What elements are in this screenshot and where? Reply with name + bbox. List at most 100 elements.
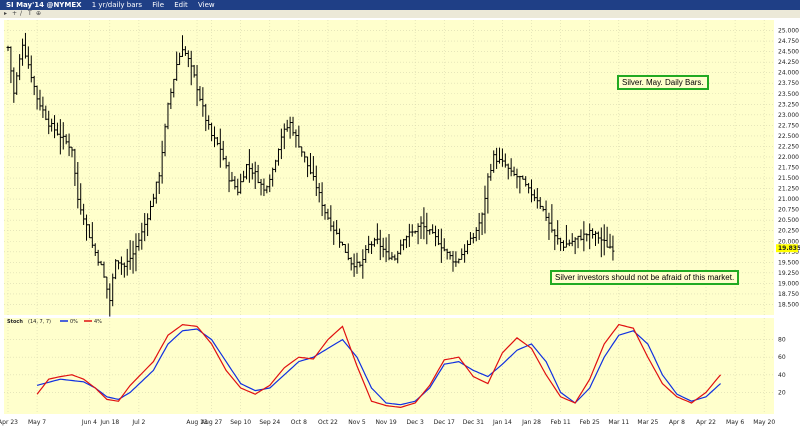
- price-bar: [125, 248, 129, 276]
- price-bar: [303, 151, 307, 163]
- price-bar: [58, 119, 62, 155]
- price-bar: [134, 233, 138, 272]
- price-tick-label: 22.250: [778, 143, 799, 150]
- price-bar: [276, 148, 280, 166]
- price-tick-label: 21.750: [778, 165, 799, 172]
- price-tick-label: 19.500: [778, 259, 799, 266]
- price-tick-label: 23.000: [778, 112, 799, 119]
- price-bar: [239, 173, 243, 194]
- x-tick-label: Oct 22: [318, 419, 338, 426]
- price-bar: [599, 227, 603, 258]
- price-bar: [163, 123, 167, 157]
- x-tick-label: Dec 3: [407, 419, 425, 426]
- x-tick-label: Mar 11: [608, 419, 629, 426]
- price-bar: [227, 161, 231, 193]
- price-bar: [538, 197, 542, 209]
- zoom-tool-icon[interactable]: ⊕: [36, 10, 42, 17]
- price-tick-label: 19.750: [778, 249, 799, 256]
- price-bar: [105, 276, 109, 299]
- price-bar: [564, 224, 568, 248]
- x-tick-label: Sep 10: [230, 419, 251, 426]
- price-bar: [306, 156, 310, 178]
- price-bar: [244, 163, 248, 180]
- price-bar: [527, 182, 531, 194]
- price-bar: [544, 200, 548, 222]
- price-bar: [515, 168, 519, 189]
- price-tick-label: 23.500: [778, 91, 799, 98]
- price-bar: [550, 204, 554, 233]
- price-bar: [250, 163, 254, 180]
- x-tick-label: Apr 23: [0, 419, 18, 426]
- x-tick-label: Jul 2: [131, 419, 145, 426]
- price-bar: [297, 125, 301, 148]
- price-bar: [608, 233, 612, 249]
- price-bar: [12, 67, 16, 103]
- price-bar: [384, 237, 388, 263]
- price-bar: [367, 235, 371, 254]
- symbol-label: SI May'14 @NYMEX: [6, 1, 82, 9]
- price-bar: [495, 147, 499, 169]
- price-bar: [282, 123, 286, 150]
- price-bar: [332, 221, 336, 245]
- price-bar: [18, 54, 22, 81]
- price-bar: [547, 212, 551, 240]
- price-bar: [73, 148, 77, 186]
- price-bar: [265, 185, 269, 194]
- price-tick-label: 19.250: [778, 270, 799, 277]
- menu-file[interactable]: File: [152, 1, 165, 9]
- text-tool-icon[interactable]: T: [28, 10, 32, 17]
- window-title-bar: SI May'14 @NYMEX 1 yr/daily bars File Ed…: [0, 0, 800, 10]
- price-bar: [500, 148, 504, 167]
- price-bar: [111, 273, 115, 307]
- x-tick-label: May 20: [753, 419, 775, 426]
- price-tick-label: 21.250: [778, 186, 799, 193]
- price-tick-label: 22.000: [778, 154, 799, 161]
- price-bar: [329, 205, 333, 232]
- price-bar: [509, 158, 513, 177]
- price-bar: [242, 170, 246, 183]
- price-bar: [346, 243, 350, 261]
- price-bar: [79, 183, 83, 215]
- price-bar: [99, 260, 103, 266]
- price-bar: [434, 225, 438, 247]
- price-bar: [96, 249, 100, 266]
- price-bar: [169, 88, 173, 110]
- x-tick-label: Oct 8: [291, 419, 307, 426]
- price-bars: [6, 32, 615, 317]
- line-tool-icon[interactable]: /: [20, 10, 23, 17]
- price-bar: [532, 189, 536, 202]
- price-bar: [140, 222, 144, 250]
- stoch-series-4pct: [36, 323, 722, 409]
- cursor-tool-icon[interactable]: ▸: [4, 10, 8, 17]
- price-bar: [506, 163, 510, 180]
- price-bar: [556, 220, 560, 245]
- price-bar: [512, 166, 516, 177]
- menu-view[interactable]: View: [198, 1, 215, 9]
- price-bar: [175, 51, 179, 81]
- price-bar: [291, 116, 295, 136]
- price-bar: [396, 250, 400, 264]
- price-tick-label: 20.500: [778, 217, 799, 224]
- price-bar: [308, 152, 312, 175]
- x-tick-label: Jan 28: [521, 419, 541, 426]
- crosshair-tool-icon[interactable]: +: [12, 10, 18, 17]
- price-bar: [407, 223, 411, 247]
- price-bar: [154, 181, 158, 204]
- price-bar: [189, 50, 193, 86]
- price-bar: [457, 258, 461, 264]
- price-bar: [201, 87, 205, 117]
- stoch-grid: [4, 318, 774, 414]
- price-bar: [349, 257, 353, 271]
- price-bar: [364, 245, 368, 263]
- price-bar: [93, 243, 97, 256]
- x-tick-label: Feb 25: [580, 419, 600, 426]
- period-label[interactable]: 1 yr/daily bars: [91, 1, 143, 9]
- price-bar: [451, 250, 455, 272]
- price-tick-label: 22.500: [778, 133, 799, 140]
- price-bar: [210, 122, 214, 142]
- price-bar: [588, 223, 592, 250]
- price-bar: [422, 207, 426, 240]
- x-tick-label: Nov 19: [375, 419, 396, 426]
- menu-edit[interactable]: Edit: [174, 1, 188, 9]
- price-bar: [585, 233, 589, 242]
